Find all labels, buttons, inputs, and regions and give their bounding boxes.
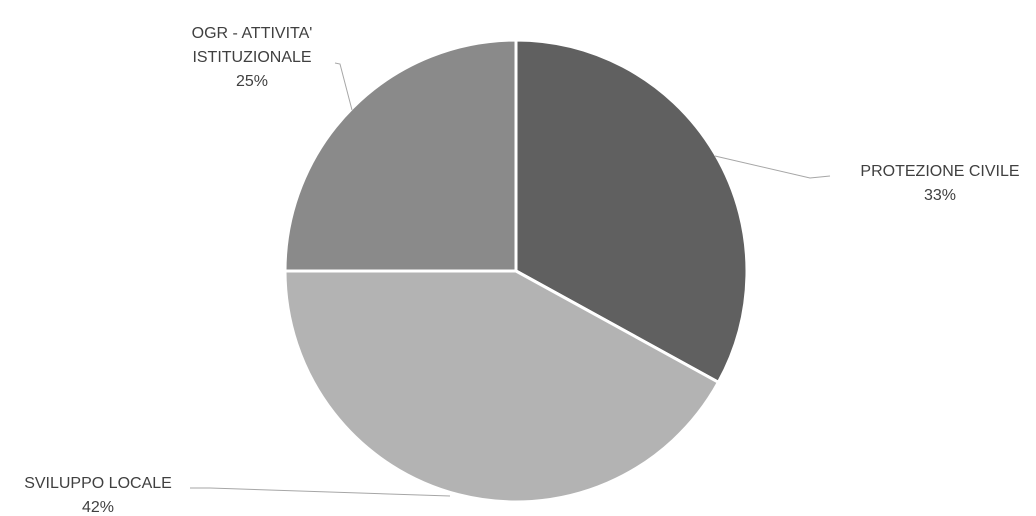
data-label-sviluppo-locale: SVILUPPO LOCALE 42%: [24, 475, 172, 516]
pie-slice-protezione-civile: [514, 38, 749, 384]
data-label-protezione-civile: PROTEZIONE CIVILE 33%: [860, 163, 1019, 204]
category-label: ISTITUZIONALE: [192, 49, 311, 66]
leader-line-sviluppo-locale: [190, 487, 451, 497]
leader-lines: [190, 62, 831, 497]
category-label: OGR - ATTIVITA': [192, 25, 313, 42]
data-label-ogr-attivita-istituzionale: OGR - ATTIVITA' ISTITUZIONALE 25%: [192, 25, 313, 90]
percent-label: 42%: [82, 499, 114, 516]
percent-label: 25%: [236, 73, 268, 90]
data-labels: PROTEZIONE CIVILE 33% SVILUPPO LOCALE 42% OG…: [24, 25, 1019, 516]
category-label: SVILUPPO LOCALE: [24, 475, 172, 492]
leader-line-ogr-attivita-istituzionale: [334, 62, 353, 111]
leader-line-protezione-civile: [714, 155, 831, 179]
percent-label: 33%: [924, 187, 956, 204]
category-label: PROTEZIONE CIVILE: [860, 163, 1019, 180]
pie-slice-sviluppo-locale: [283, 269, 720, 504]
pie-slices: [283, 38, 749, 504]
pie-slice-ogr-attivita-istituzionale: [283, 38, 518, 273]
